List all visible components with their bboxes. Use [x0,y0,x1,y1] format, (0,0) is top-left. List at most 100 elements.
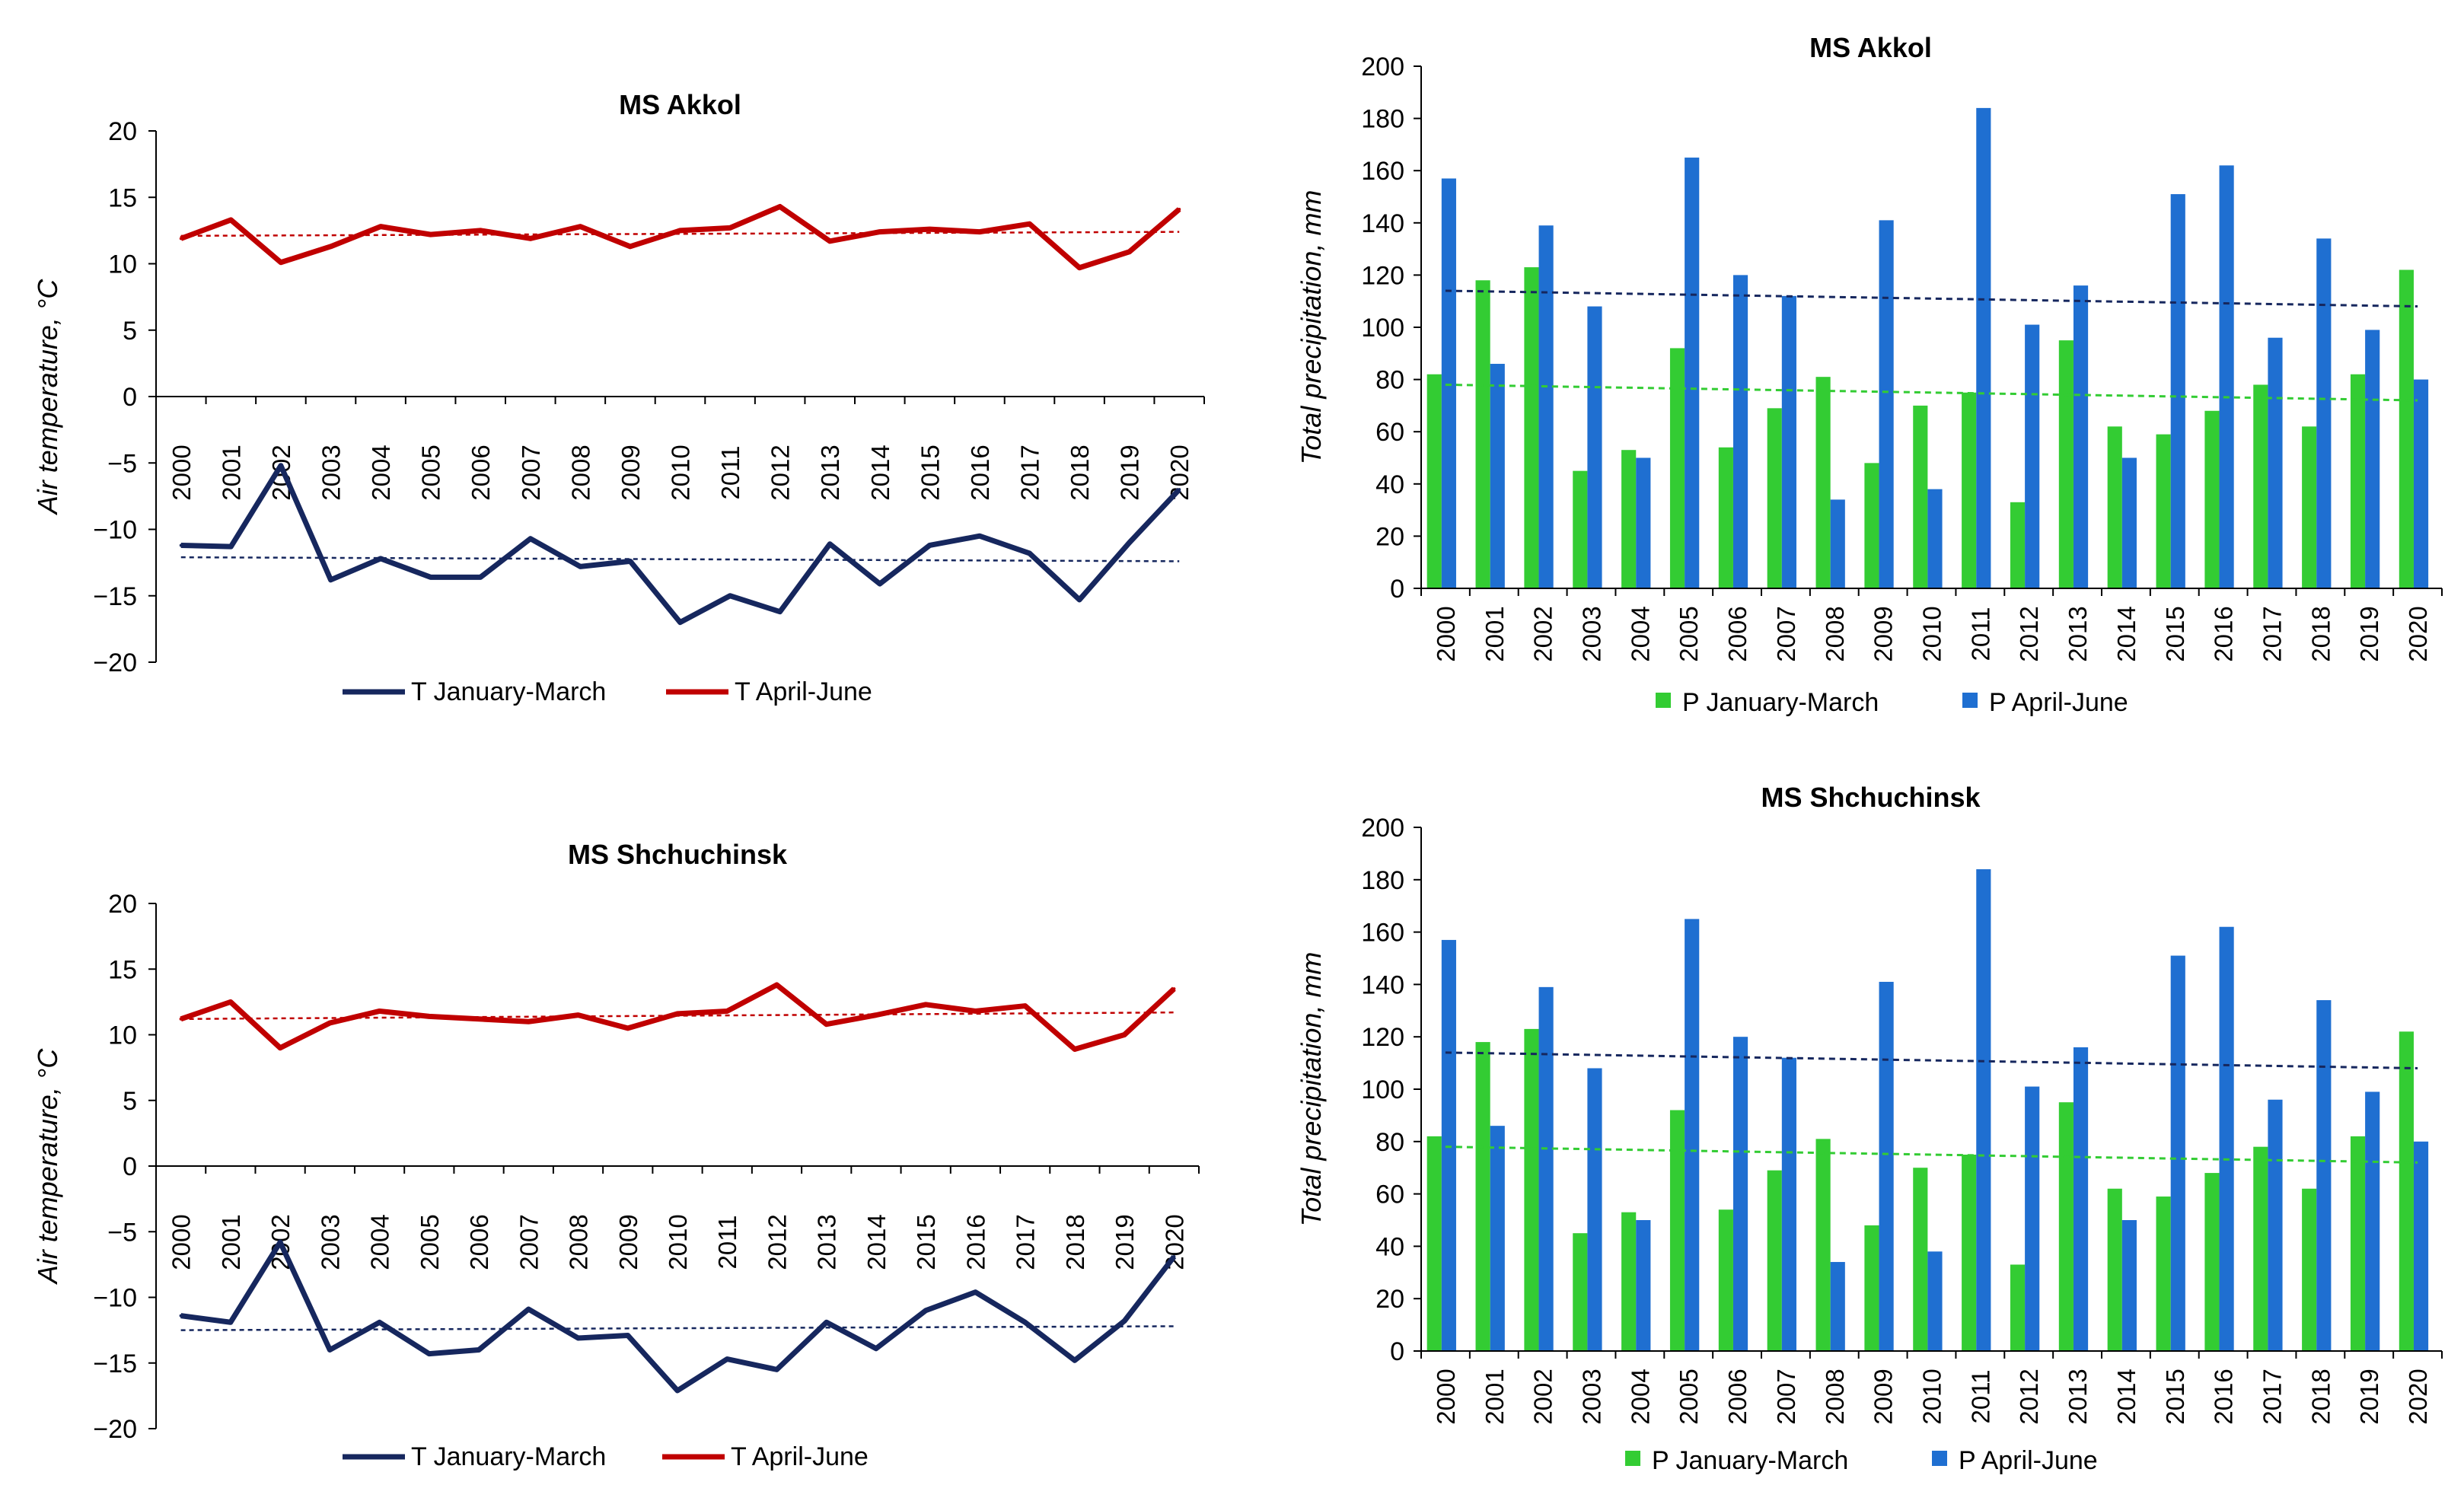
y-tick-label: 100 [1361,1075,1404,1104]
y-tick-label: −20 [93,1415,137,1444]
data-point [378,1321,381,1324]
x-tick-label: 2012 [763,1214,791,1270]
x-tick-label: 2007 [515,1214,543,1270]
x-tick-label: 2016 [966,445,994,500]
bar-jan-mar [2010,502,2026,588]
bar-apr-jun [1879,981,1894,1351]
x-tick-label: 2014 [862,1214,891,1270]
data-point [279,1241,282,1244]
bar-jan-mar [2156,434,2171,588]
x-tick-label: 2000 [167,1214,196,1270]
data-point [528,237,532,241]
bar-apr-jun [1781,295,1796,588]
x-tick-label: 2004 [367,445,395,500]
bar-jan-mar [2253,1146,2268,1351]
data-point [626,1334,630,1337]
bar-jan-mar [1573,470,1588,588]
y-tick-label: 140 [1361,970,1404,999]
data-point [977,534,981,538]
x-tick-label: 2012 [767,445,795,500]
data-point [228,1321,232,1324]
chart-title: MS Shchuchinsk [1761,782,1981,813]
bar-jan-mar [2058,340,2074,588]
bar-jan-mar [1815,1139,1831,1351]
x-tick-label: 2008 [1821,1369,1849,1424]
data-point [1127,250,1131,253]
trendline-jan-mar [180,1325,1175,1331]
chart-title: MS Akkol [1809,32,1932,63]
bar-apr-jun [1927,1251,1943,1351]
x-tick-label: 2005 [417,445,445,500]
bar-jan-mar [1573,1233,1588,1351]
legend-label: T January-March [411,677,606,706]
data-point [329,244,333,248]
bar-jan-mar [1767,1170,1782,1351]
legend-swatch [1932,1451,1947,1466]
bar-jan-mar [2399,269,2414,588]
data-point [1023,1004,1027,1008]
bar-jan-mar [2350,374,2366,588]
y-tick-label: 40 [1375,470,1404,499]
x-tick-label: 2010 [664,1214,692,1270]
bar-apr-jun [1927,489,1943,588]
x-tick-label: 2010 [667,445,695,500]
x-tick-label: 2013 [2064,1369,2092,1424]
x-tick-label: 2009 [1870,606,1898,661]
data-point [824,1022,828,1026]
bar-jan-mar [1864,1225,1879,1351]
legend-swatch [1656,693,1671,708]
x-tick-label: 2001 [217,1214,245,1270]
x-tick-label: 2001 [217,445,245,500]
bar-jan-mar [2204,410,2220,588]
data-point [824,1321,828,1324]
y-tick-label: −10 [93,516,137,545]
legend-label: P April-June [1989,688,2128,717]
bar-jan-mar [2399,1031,2414,1351]
trendline-jan-mar [1445,383,2418,402]
bar-jan-mar [1718,1209,1733,1351]
x-tick-label: 2003 [317,445,346,500]
bar-apr-jun [2073,285,2089,588]
x-tick-label: 2002 [1529,606,1557,661]
y-tick-label: 0 [123,383,137,412]
data-point [479,228,483,232]
legend-label: P January-March [1652,1446,1848,1475]
chart-panel-temp-akkol: MS Akkol 20 15 10 5 0 −5 −10 −15 −20 2000 2001 2002 2… [0,0,1233,750]
data-point [379,556,383,560]
data-point [974,1009,977,1013]
y-tick-label: 20 [1375,1285,1404,1314]
data-point [676,1388,679,1392]
legend-label: T January-March [411,1442,606,1471]
data-point [579,565,582,569]
y-tick-label: 200 [1361,814,1404,843]
bar-apr-jun [1538,225,1554,588]
x-tick-label: 2017 [1012,1214,1040,1270]
data-point [427,1015,431,1018]
bar-jan-mar [1475,280,1490,588]
chart-panel-precip-akkol: MS Akkol 200 180 160 140 120 100 80 60 40 20 0 2000 2… [1233,0,2464,750]
y-tick-label: 20 [108,117,137,146]
x-tick-label: 2004 [1626,1369,1654,1424]
x-tick-label: 2011 [1966,1370,1994,1424]
data-point [1123,1319,1127,1323]
x-tick-label: 2015 [2161,606,2189,661]
chart-panel-temp-shchuchinsk: MS Shchuchinsk 20 15 10 5 0 −5 −10 −15 −20 2000 200… [0,750,1233,1500]
x-tick-label: 2016 [2210,1369,2238,1424]
y-tick-label: 10 [108,1021,137,1050]
trendline-apr-jun [1445,1051,2418,1069]
bar-apr-jun [1976,869,1991,1351]
data-point [728,226,732,230]
x-tick-label: 2010 [1918,606,1946,661]
data-point [626,1026,630,1030]
data-point [179,1314,183,1318]
data-point [1073,1359,1076,1362]
y-tick-label: 80 [1375,1128,1404,1157]
data-point [1178,488,1181,492]
bar-apr-jun [1538,986,1554,1351]
data-point [974,1290,977,1294]
y-axis-label: Total precipitation, mm [1296,952,1327,1227]
y-tick-label: 160 [1361,919,1404,948]
bar-jan-mar [1913,1168,1928,1351]
bar-apr-jun [1685,919,1700,1351]
